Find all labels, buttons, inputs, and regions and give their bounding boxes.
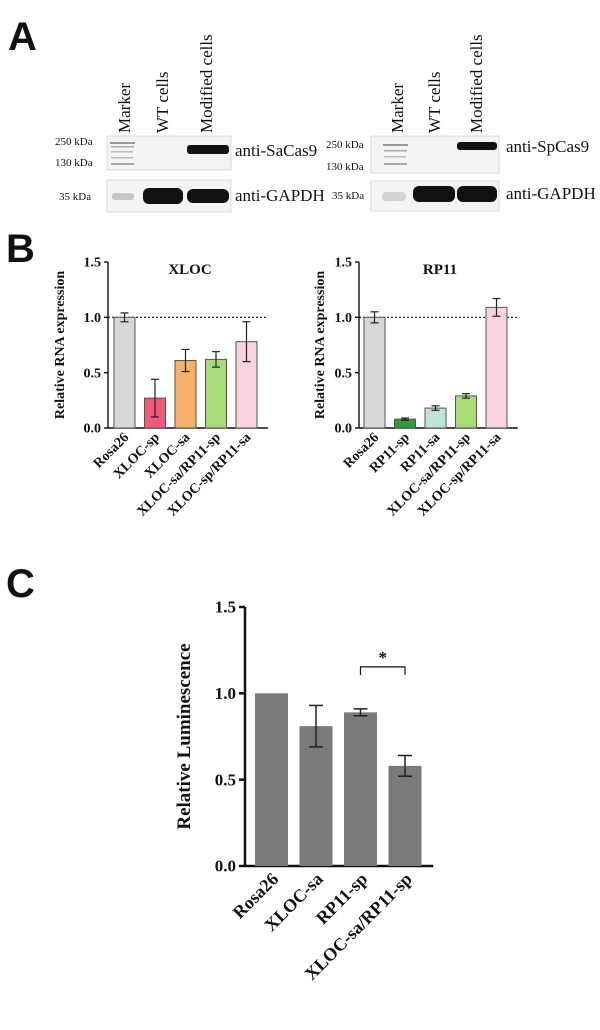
blot-label-spcas9: anti-SpCas9	[506, 137, 589, 156]
lane-label-marker: Marker	[388, 83, 407, 133]
significance-bracket	[359, 666, 406, 675]
chart-title: XLOC	[168, 262, 211, 278]
kda-130: 130 kDa	[55, 157, 93, 169]
panel-letter-b: B	[6, 227, 35, 271]
y-tick-label: 1.5	[335, 256, 353, 271]
blot-label-gapdh: anti-GAPDH	[235, 186, 325, 205]
lane-label-modified: Modified cells	[467, 34, 486, 133]
marker-band-35	[382, 192, 406, 201]
marker-lane-top	[110, 142, 135, 165]
bar	[255, 693, 288, 866]
lane-label-modified: Modified cells	[197, 34, 216, 133]
y-tick-label: 0.5	[84, 366, 102, 381]
gapdh-band-modified	[187, 189, 229, 203]
western-blot-spcas9: Marker WT cells Modified cells 250 kDa 1…	[326, 34, 596, 212]
lane-label-wt: WT cells	[153, 71, 172, 133]
gapdh-band-wt	[413, 186, 455, 202]
y-tick-label: 0.5	[215, 770, 236, 789]
chart-luminescence: 0.00.51.01.5Rosa26XLOC-saRP11-spXLOC-sa/…	[174, 598, 434, 984]
panel-letter-c: C	[6, 562, 35, 606]
bar	[344, 712, 377, 866]
kda-250: 250 kDa	[55, 136, 93, 148]
y-tick-label: 1.0	[335, 311, 353, 326]
blot-label-gapdh: anti-GAPDH	[506, 184, 596, 203]
kda-35: 35 kDa	[332, 190, 364, 202]
blot-top-membrane	[370, 135, 500, 174]
bar	[485, 306, 508, 429]
y-tick-label: 1.5	[84, 256, 102, 271]
bar	[205, 358, 227, 429]
y-tick-label: 0.0	[215, 857, 236, 876]
blot-label-sacas9: anti-SaCas9	[235, 141, 317, 160]
gapdh-band-modified	[457, 186, 497, 202]
y-tick-label: 0.0	[335, 422, 353, 437]
marker-band-35	[112, 193, 134, 200]
bar	[363, 316, 386, 429]
y-tick-label: 1.0	[215, 684, 236, 703]
kda-250: 250 kDa	[326, 139, 364, 151]
bar	[113, 316, 136, 429]
y-tick-label: 0.5	[335, 366, 353, 381]
y-axis-label: Relative RNA expression	[53, 271, 68, 419]
western-blot-sacas9: Marker WT cells Modified cells 250 kDa 1…	[55, 34, 325, 213]
spcas9-band	[457, 142, 497, 150]
y-tick-label: 0.0	[84, 422, 102, 437]
bar	[299, 726, 333, 866]
panel-letter-a: A	[8, 15, 37, 59]
significance-marker: *	[379, 648, 388, 667]
chart-xloc: 0.00.51.01.5Rosa26XLOC-spXLOC-saXLOC-sa/…	[53, 256, 268, 519]
lane-label-marker: Marker	[115, 83, 134, 133]
lane-label-wt: WT cells	[425, 71, 444, 133]
chart-title: RP11	[423, 262, 457, 278]
bar	[455, 395, 477, 429]
y-tick-label: 1.5	[215, 598, 236, 617]
y-tick-label: 1.0	[84, 311, 102, 326]
bar	[388, 765, 422, 866]
kda-35: 35 kDa	[59, 191, 91, 203]
chart-rp11: 0.00.51.01.5Rosa26RP11-spRP11-saXLOC-sa/…	[313, 256, 518, 519]
gapdh-band-wt	[143, 188, 183, 204]
bar	[424, 407, 447, 429]
y-axis-label: Relative RNA expression	[313, 271, 328, 419]
y-axis-label: Relative Luminescence	[174, 643, 195, 829]
kda-130: 130 kDa	[326, 161, 364, 173]
marker-lane-top	[383, 144, 408, 165]
sacas9-band	[187, 145, 229, 154]
